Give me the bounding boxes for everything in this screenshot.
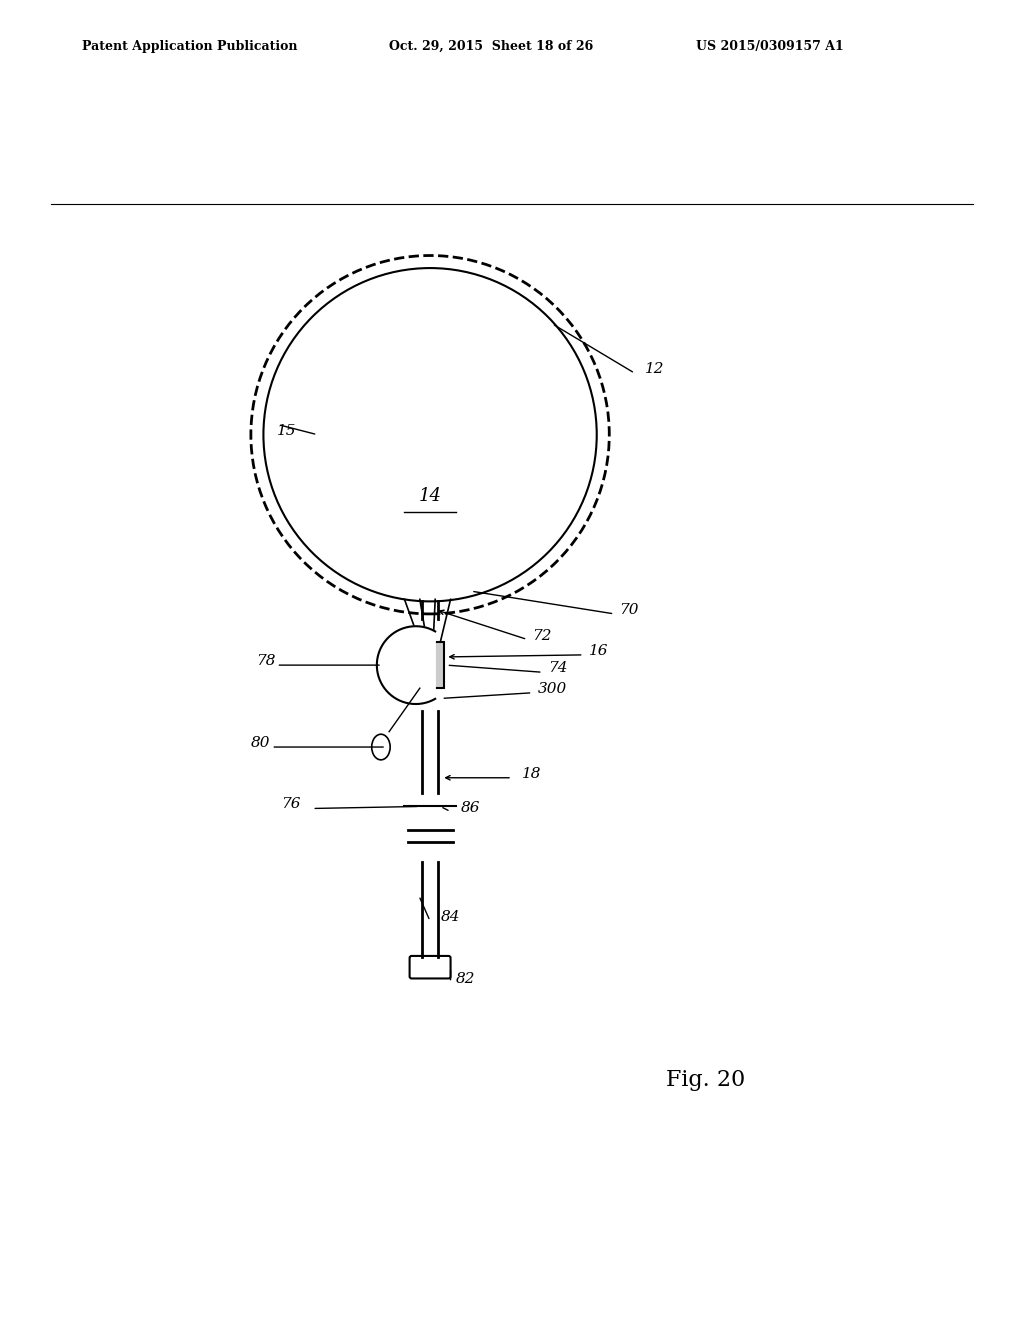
Text: 84: 84 [440,909,460,924]
Text: 14: 14 [419,487,441,506]
Text: Patent Application Publication: Patent Application Publication [82,40,297,53]
FancyBboxPatch shape [410,956,451,978]
Text: 82: 82 [456,972,475,986]
Text: 74: 74 [548,661,567,676]
Text: 18: 18 [522,767,542,780]
Text: 15: 15 [276,424,296,438]
Text: 12: 12 [645,362,665,376]
Text: 78: 78 [256,655,275,668]
Text: 72: 72 [532,628,552,643]
FancyBboxPatch shape [416,642,444,688]
Text: US 2015/0309157 A1: US 2015/0309157 A1 [696,40,844,53]
Text: 80: 80 [251,737,270,750]
Ellipse shape [372,734,390,760]
Text: Fig. 20: Fig. 20 [666,1069,744,1090]
Text: 16: 16 [589,644,608,657]
Text: 76: 76 [282,797,301,812]
Text: 300: 300 [538,681,567,696]
Polygon shape [377,626,435,704]
Text: Oct. 29, 2015  Sheet 18 of 26: Oct. 29, 2015 Sheet 18 of 26 [389,40,593,53]
Text: 86: 86 [461,800,480,814]
Text: 70: 70 [620,603,639,616]
